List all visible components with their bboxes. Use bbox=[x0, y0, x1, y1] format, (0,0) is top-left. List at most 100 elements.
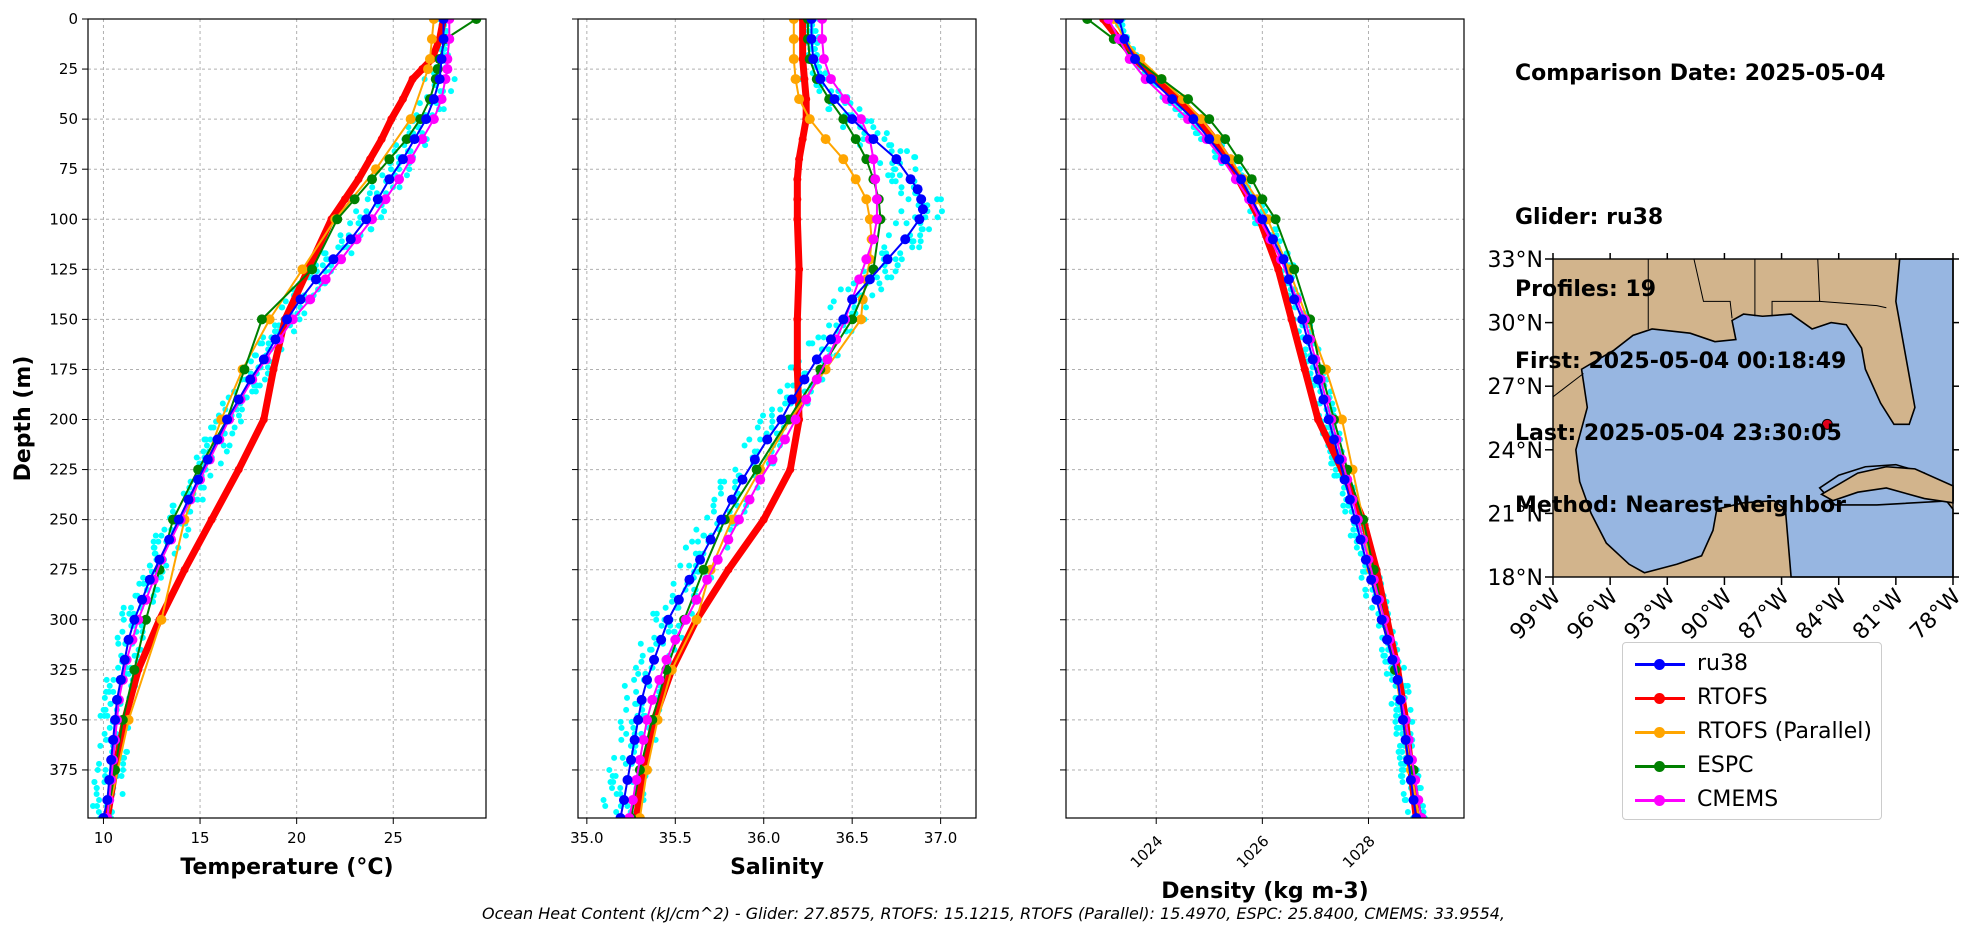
legend-marker-swatch bbox=[1654, 727, 1665, 738]
raw-profile-point bbox=[1388, 700, 1395, 707]
raw-profile-point bbox=[650, 610, 657, 617]
raw-profile-point bbox=[110, 688, 117, 695]
raw-profile-point bbox=[416, 100, 423, 107]
raw-profile-point bbox=[278, 304, 285, 311]
raw-profile-point bbox=[103, 676, 110, 683]
raw-profile-point bbox=[635, 670, 642, 677]
raw-profile-point bbox=[1382, 658, 1389, 665]
raw-profile-point bbox=[94, 766, 101, 773]
series-point bbox=[786, 465, 795, 474]
raw-profile-point bbox=[694, 538, 701, 545]
raw-profile-point bbox=[1409, 718, 1416, 725]
raw-profile-point bbox=[1416, 784, 1423, 791]
series-point bbox=[370, 164, 381, 175]
x-axis-label: Temperature (°C) bbox=[180, 855, 393, 880]
raw-profile-point bbox=[121, 754, 128, 761]
raw-profile-point bbox=[934, 196, 941, 203]
series-point bbox=[1400, 734, 1411, 745]
raw-profile-point bbox=[938, 208, 945, 215]
series-point bbox=[1204, 114, 1215, 125]
raw-profile-point bbox=[934, 214, 941, 221]
series-point bbox=[119, 654, 130, 665]
series-point bbox=[1220, 154, 1231, 165]
series-point bbox=[1156, 74, 1167, 85]
series-point bbox=[361, 214, 372, 225]
raw-profile-point bbox=[704, 514, 711, 521]
raw-profile-point bbox=[355, 220, 362, 227]
series-point bbox=[1220, 134, 1231, 145]
raw-profile-point bbox=[335, 244, 342, 251]
raw-profile-point bbox=[633, 688, 640, 695]
raw-profile-point bbox=[1353, 544, 1360, 551]
raw-profile-point bbox=[898, 190, 905, 197]
raw-profile-point bbox=[1400, 790, 1407, 797]
series-point bbox=[1204, 134, 1215, 145]
series-point bbox=[723, 534, 734, 545]
profile-count: Profiles: 19 bbox=[1515, 277, 1657, 302]
series-point bbox=[104, 774, 115, 785]
series-point bbox=[269, 365, 278, 374]
raw-profile-point bbox=[892, 256, 899, 263]
raw-profile-point bbox=[448, 88, 455, 95]
series-point bbox=[1297, 314, 1308, 325]
series-point bbox=[647, 694, 658, 705]
axes-frame bbox=[1065, 18, 1465, 819]
info-panel: Comparison Date: 2025-05-04 Glider: ru38… bbox=[1515, 14, 1885, 542]
x-tick-label: 37.0 bbox=[924, 829, 957, 847]
series-point bbox=[788, 54, 799, 65]
series-point bbox=[822, 354, 833, 365]
map-lon-label: 87°W bbox=[1734, 584, 1795, 645]
raw-profile-point bbox=[379, 172, 386, 179]
y-tick-label: 25 bbox=[59, 60, 78, 78]
map-ocean bbox=[1575, 258, 1954, 578]
raw-profile-point bbox=[150, 544, 157, 551]
raw-profile-point bbox=[717, 484, 724, 491]
raw-profile-point bbox=[440, 106, 447, 113]
series-point bbox=[297, 264, 308, 275]
series-point bbox=[817, 19, 828, 24]
series-line-ru bbox=[102, 19, 445, 818]
map-lat-label: 24°N bbox=[1488, 439, 1543, 464]
glider-position-marker bbox=[1821, 418, 1833, 430]
series-point bbox=[790, 414, 801, 425]
profile-panel-2: 35.0 35.5 36.0 36.5 37.0 Salinity bbox=[570, 18, 977, 880]
series-point bbox=[793, 215, 802, 224]
raw-profile-point bbox=[198, 484, 205, 491]
raw-profile-point bbox=[1357, 550, 1364, 557]
raw-profile-point bbox=[1405, 688, 1412, 695]
series-point bbox=[804, 114, 815, 125]
raw-profile-point bbox=[669, 592, 676, 599]
map-lon-label: 81°W bbox=[1848, 584, 1909, 645]
comparison-date: Comparison Date: 2025-05-04 bbox=[1515, 61, 1886, 86]
raw-profile-point bbox=[119, 790, 126, 797]
x-tick-label: 1028 bbox=[1339, 832, 1379, 872]
series-line-espc bbox=[1086, 19, 1423, 818]
series-point bbox=[1289, 294, 1300, 305]
raw-profile-point bbox=[161, 526, 168, 533]
raw-profile-point bbox=[97, 712, 104, 719]
series-point bbox=[405, 114, 416, 125]
raw-profile-point bbox=[301, 310, 308, 317]
raw-profile-point bbox=[820, 334, 827, 341]
series-point bbox=[691, 594, 702, 605]
raw-profile-point bbox=[611, 754, 618, 761]
series-point bbox=[1302, 334, 1313, 345]
y-tick-label: 0 bbox=[68, 10, 78, 28]
raw-profile-point bbox=[146, 562, 153, 569]
interp-method: Method: Nearest-Neighbor bbox=[1515, 493, 1846, 518]
x-tick-label: 1024 bbox=[1127, 832, 1167, 872]
raw-profile-point bbox=[103, 736, 110, 743]
x-tick-label: 36.0 bbox=[747, 829, 780, 847]
raw-profile-point bbox=[879, 250, 886, 257]
raw-profile-point bbox=[223, 448, 230, 455]
series-point bbox=[234, 465, 243, 474]
series-point bbox=[1382, 634, 1393, 645]
raw-profile-point bbox=[1419, 802, 1426, 809]
raw-profile-point bbox=[106, 724, 113, 731]
series-point bbox=[755, 474, 766, 485]
raw-profile-point bbox=[609, 784, 616, 791]
raw-profile-point bbox=[746, 436, 753, 443]
location-map: 99°W96°W93°W90°W87°W84°W81°W78°W 18°N 21°N… bbox=[1488, 248, 1967, 645]
series-point bbox=[641, 714, 652, 725]
raw-profile-point bbox=[882, 268, 889, 275]
